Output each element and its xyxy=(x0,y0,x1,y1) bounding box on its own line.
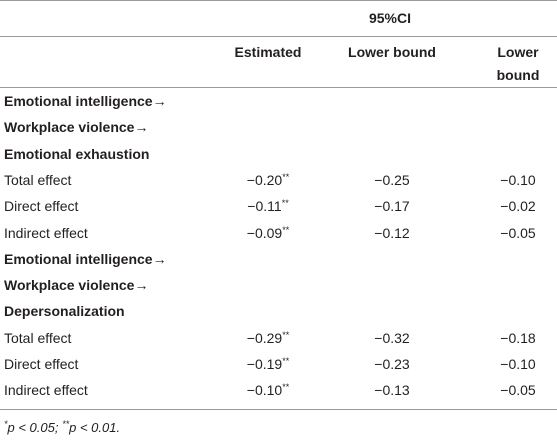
row-label: Total effect xyxy=(4,171,72,188)
cell: −0.05 xyxy=(480,224,556,242)
cell: −0.10 xyxy=(480,355,556,373)
cell: −0.12 xyxy=(342,224,442,242)
rule xyxy=(0,0,557,1)
cell: −0.17 xyxy=(342,197,442,215)
section-label: Emotional intelligence→ xyxy=(4,93,167,109)
significance-mark: ** xyxy=(282,356,290,366)
row-label: Total effect xyxy=(4,329,72,346)
rule xyxy=(0,87,557,88)
cell: −0.13 xyxy=(342,381,442,399)
cell: −0.23 xyxy=(342,355,442,373)
cell-value: −0.02 xyxy=(500,198,536,215)
row-label: Indirect effect xyxy=(4,382,88,399)
footnote-text: p < 0.01. xyxy=(69,420,121,435)
significance-mark: ** xyxy=(282,224,290,235)
footnote-mark: * xyxy=(4,419,8,429)
cell-value: −0.19 xyxy=(246,356,283,372)
section-label: Workplace violence→ xyxy=(4,277,149,294)
significance-mark: ** xyxy=(282,329,290,340)
cell-value: −0.09 xyxy=(246,224,283,241)
cell: −0.18 xyxy=(480,329,556,347)
cell: −0.19** xyxy=(222,355,314,373)
cell-value: −0.17 xyxy=(374,198,410,215)
cell: −0.02 xyxy=(480,197,556,215)
rule xyxy=(0,409,557,410)
row-label: Direct effect xyxy=(4,356,79,372)
footnote: *p < 0.05; **p < 0.01. xyxy=(4,419,120,437)
cell-value: −0.12 xyxy=(374,224,410,241)
column-header: Estimated xyxy=(234,44,302,60)
cell-value: −0.13 xyxy=(374,382,410,399)
significance-mark: ** xyxy=(282,171,290,182)
cell-value: −0.10 xyxy=(246,382,283,399)
footnote-mark: ** xyxy=(62,419,70,429)
column-header: Lower bound xyxy=(348,44,436,60)
significance-mark: ** xyxy=(282,382,290,393)
cell-value: −0.32 xyxy=(374,329,410,346)
cell-value: −0.05 xyxy=(500,224,536,241)
footnote-text: p < 0.05; xyxy=(7,420,63,435)
section-label: Depersonalization xyxy=(4,303,125,320)
section-label: Emotional exhaustion xyxy=(4,145,150,162)
cell: −0.10** xyxy=(222,381,314,399)
cell-value: −0.11 xyxy=(247,198,282,215)
column-header: Lower bound xyxy=(496,44,540,83)
cell-value: −0.23 xyxy=(374,356,410,372)
cell: −0.05 xyxy=(480,381,556,399)
cell: −0.25 xyxy=(342,171,442,189)
cell: −0.11** xyxy=(222,197,314,215)
cell: −0.32 xyxy=(342,329,442,347)
group-header: 95%CI xyxy=(368,10,412,26)
cell-value: −0.20 xyxy=(246,171,283,188)
section-label: Emotional intelligence→ xyxy=(4,250,167,267)
cell: −0.29** xyxy=(222,329,314,347)
rule xyxy=(0,36,557,37)
row-label: Direct effect xyxy=(4,198,79,215)
cell-value: −0.05 xyxy=(500,382,536,399)
cell: −0.09** xyxy=(222,224,314,242)
cell-value: −0.18 xyxy=(500,329,536,346)
cell: −0.20** xyxy=(222,171,314,189)
cell-value: −0.10 xyxy=(500,171,536,188)
cell-value: −0.25 xyxy=(374,171,410,188)
row-label: Indirect effect xyxy=(4,224,88,241)
cell-value: −0.10 xyxy=(500,356,536,372)
cell: −0.10 xyxy=(480,171,556,189)
significance-mark: ** xyxy=(281,198,289,209)
cell-value: −0.29 xyxy=(246,329,283,346)
section-label: Workplace violence→ xyxy=(4,119,149,136)
